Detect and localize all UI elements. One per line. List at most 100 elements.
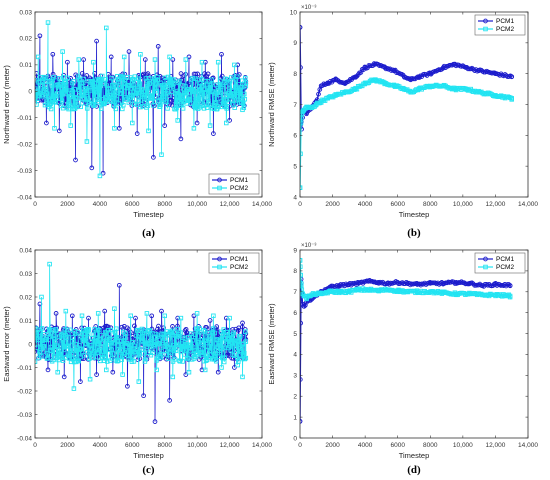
x-tick-label: 8000 [423,201,438,208]
x-tick-label: 2000 [60,442,75,449]
y-axis-label: Northward error (meter) [2,65,11,144]
x-axis-label: Timestep [133,451,164,460]
x-tick-label: 14,000 [252,201,272,208]
y-tick-label: 6 [293,133,297,140]
x-tick-label: 6000 [125,201,140,208]
x-tick-label: 12,000 [220,201,240,208]
y-tick-label: 0.01 [19,318,32,325]
y-tick-label: -0.01 [17,365,32,372]
panel-caption: (d) [407,464,421,476]
x-tick-label: 6000 [390,442,405,449]
x-tick-label: 4000 [358,201,373,208]
series-pcm2 [300,258,513,302]
y-tick-label: 0 [28,89,32,96]
series-group [300,258,513,424]
legend-label: PCM1 [496,256,514,263]
y-tick-label: 4 [293,352,297,359]
legend-item-pcm1: PCM1 [478,256,514,263]
x-tick-label: 6000 [125,442,140,449]
x-tick-label: 4000 [93,201,108,208]
x-tick-label: 6000 [390,201,405,208]
y-axis-label: Northward RMSE (meter) [267,62,276,147]
y-tick-label: 0.03 [19,271,32,278]
y-tick-label: 0 [28,341,32,348]
panel-caption: (b) [407,227,421,239]
y-tick-label: 3 [293,373,297,380]
y-tick-label: 6 [293,310,297,317]
y-tick-label: -0.03 [17,412,32,419]
chart-panel-3: 0 2000 4000 6000 8000 10,000 12,000 14,000 -0.04… [2,247,272,476]
x-tick-label: 10,000 [453,201,473,208]
chart-panel-2: 0 2000 4000 6000 8000 10,000 12,000 14,000 4 5 6 7 8… [267,5,538,239]
legend-label: PCM1 [496,18,514,25]
x-axis-label: Timestep [399,451,430,460]
chart-panel-4: 0 2000 4000 6000 8000 10,000 12,000 14,000 0 1 2 3 4… [267,243,538,476]
x-tick-label: 4000 [93,442,108,449]
series-pcm2 [35,261,249,391]
legend-item-pcm2: PCM2 [212,264,248,271]
series-group [35,20,249,179]
chart-panel-1: 0 2000 4000 6000 8000 10,000 12,000 14,000 -0.04… [2,9,272,239]
legend-label: PCM1 [230,256,248,263]
series-line [300,279,511,422]
panel-caption: (a) [142,227,155,239]
x-tick-label: 4000 [358,442,373,449]
legend-item-pcm1: PCM1 [212,177,248,184]
y-tick-label: 0.04 [19,247,32,254]
legend-label: PCM2 [230,264,248,271]
legend-item-pcm2: PCM2 [478,264,514,271]
y-tick-label: -0.03 [17,168,32,175]
axes-frame [34,11,263,198]
x-axis-label: Timestep [133,210,164,219]
axes-frame [299,11,529,198]
legend-label: PCM2 [230,185,248,192]
panel-caption: (c) [142,464,155,476]
x-tick-label: 2000 [60,201,75,208]
y-tick-label: -0.02 [17,141,32,148]
x-tick-label: 0 [33,442,37,449]
x-tick-label: 12,000 [220,442,240,449]
legend-label: PCM1 [230,177,248,184]
x-tick-label: 0 [298,442,302,449]
y-tick-label: 0.03 [19,9,32,16]
legend-label: PCM2 [496,264,514,271]
y-tick-label: 10 [290,9,298,16]
x-tick-label: 0 [298,201,302,208]
x-tick-label: 0 [33,201,37,208]
x-tick-label: 8000 [157,201,172,208]
series-group [300,25,515,190]
y-tick-label: -0.02 [17,388,32,395]
y-exponent-label: ×10⁻³ [301,5,316,11]
series-pcm1 [300,276,513,424]
y-tick-label: 8 [293,71,297,78]
legend-item-pcm2: PCM2 [478,26,514,33]
axes-frame [299,249,529,439]
x-tick-label: 14,000 [252,442,272,449]
x-tick-label: 14,000 [518,201,538,208]
series-pcm2 [300,77,514,190]
y-tick-label: 9 [293,247,297,254]
x-tick-label: 14,000 [518,442,538,449]
series-pcm2 [35,20,249,179]
y-tick-label: 0.02 [19,294,32,301]
x-tick-label: 10,000 [453,442,473,449]
y-tick-label: 7 [293,102,297,109]
x-tick-label: 12,000 [485,442,505,449]
x-tick-label: 8000 [157,442,172,449]
x-tick-label: 2000 [325,442,340,449]
x-tick-label: 12,000 [485,201,505,208]
y-tick-label: 2 [293,394,297,401]
x-tick-label: 8000 [423,442,438,449]
x-tick-label: 10,000 [187,442,207,449]
y-tick-label: 9 [293,40,297,47]
y-tick-label: 1 [293,414,297,421]
y-tick-label: -0.01 [17,115,32,122]
y-tick-label: -0.04 [17,194,32,201]
y-axis-label: Eastward error (meter) [2,306,11,382]
y-tick-label: -0.04 [17,435,32,442]
y-tick-label: 7 [293,289,297,296]
